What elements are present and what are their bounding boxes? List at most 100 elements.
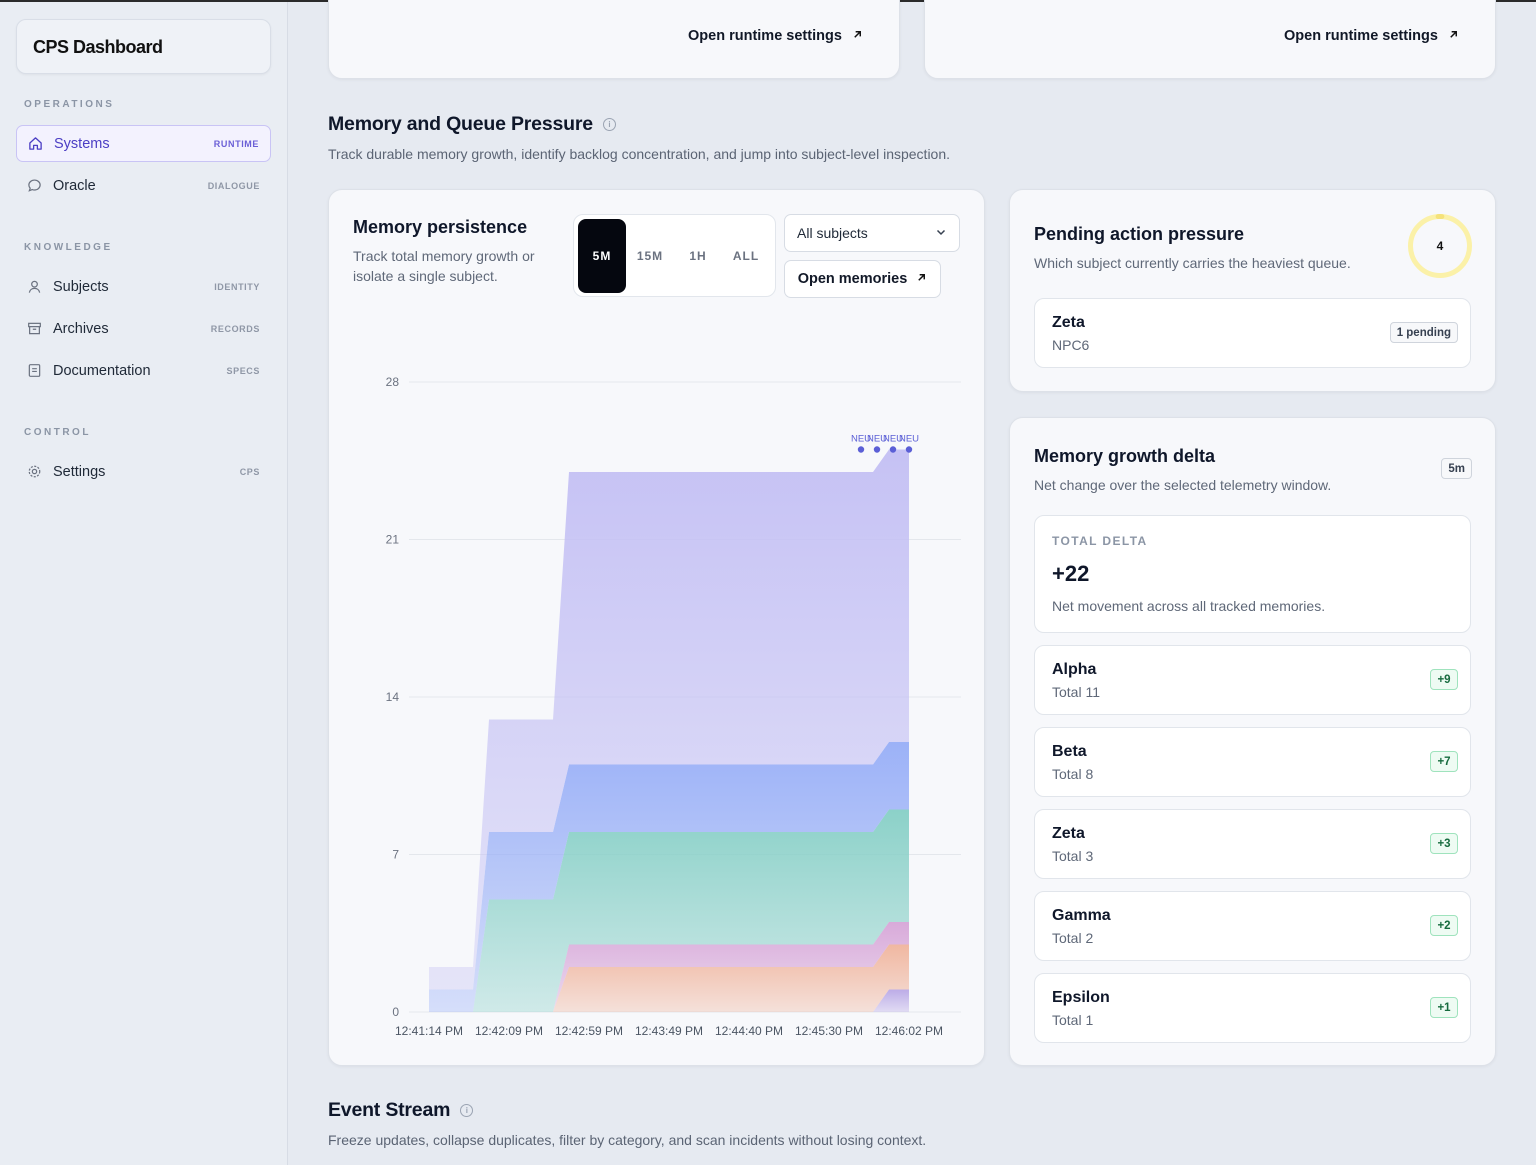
x-tick-label: 12:42:59 PM <box>555 1024 623 1038</box>
subject-select[interactable]: All subjects <box>784 214 960 252</box>
open-memories-button[interactable]: Open memories <box>784 260 941 298</box>
chat-bubble-icon <box>26 178 42 194</box>
delta-badge: +1 <box>1430 997 1458 1018</box>
button-label: Open memories <box>797 271 908 287</box>
range-all-button[interactable]: ALL <box>732 248 760 263</box>
open-runtime-settings-link[interactable]: Open runtime settings <box>688 28 863 44</box>
delta-row[interactable]: Beta Total 8 +7 <box>1034 727 1471 797</box>
link-label: Open runtime settings <box>688 28 842 44</box>
x-tick-label: 12:42:09 PM <box>475 1024 543 1038</box>
card-subtitle: Track total memory growth or isolate a s… <box>353 248 535 284</box>
sidebar-item-settings[interactable]: Settings CPS <box>16 453 271 490</box>
subject-name: Zeta <box>1052 314 1085 331</box>
delta-badge: +7 <box>1430 751 1458 772</box>
info-icon[interactable]: i <box>460 1104 474 1117</box>
section-subtitle: Freeze updates, collapse duplicates, fil… <box>328 1132 927 1148</box>
subject-id: NPC6 <box>1052 337 1090 353</box>
x-tick-label: 12:41:14 PM <box>395 1024 463 1038</box>
section-title-text: Memory and Queue Pressure <box>328 113 593 135</box>
pending-subject-row[interactable]: Zeta NPC6 1 pending <box>1034 298 1471 368</box>
runtime-card-left: Open runtime settings <box>328 0 900 79</box>
card-title: Pending action pressure <box>1034 224 1245 244</box>
section-subtitle: Track durable memory growth, identify ba… <box>328 146 951 162</box>
area-series <box>429 742 909 1012</box>
delta-row[interactable]: Zeta Total 3 +3 <box>1034 809 1471 879</box>
total-delta-label: TOTAL DELTA <box>1052 534 1148 548</box>
pending-action-card: Pending action pressure Which subject cu… <box>1009 189 1496 392</box>
sidebar-item-tag: SPECS <box>226 365 260 376</box>
sidebar-item-documentation[interactable]: Documentation SPECS <box>16 352 271 389</box>
total-delta-value: +22 <box>1052 561 1090 586</box>
sidebar-item-archives[interactable]: Archives RECORDS <box>16 310 271 347</box>
range-1h-button[interactable]: 1H <box>689 248 707 263</box>
link-label: Open runtime settings <box>1284 28 1438 44</box>
delta-badge: +3 <box>1430 833 1458 854</box>
external-link-icon <box>1448 28 1459 44</box>
home-icon <box>27 136 43 152</box>
sidebar-item-label: Oracle <box>53 177 96 194</box>
external-link-icon <box>852 28 863 44</box>
info-icon[interactable]: i <box>602 118 616 131</box>
area-series <box>429 944 909 1012</box>
delta-row[interactable]: Gamma Total 2 +2 <box>1034 891 1471 961</box>
subject-name: Epsilon <box>1052 989 1110 1006</box>
x-tick-label: 12:44:40 PM <box>715 1024 783 1038</box>
sidebar-item-subjects[interactable]: Subjects IDENTITY <box>16 268 271 305</box>
chart-point[interactable] <box>889 446 897 453</box>
sidebar-item-tag: DIALOGUE <box>207 180 260 191</box>
section-title-memory-queue: Memory and Queue Pressure i <box>328 113 616 136</box>
y-tick-label: 7 <box>392 848 399 862</box>
point-label: NEU <box>851 434 871 445</box>
subject-total: Total 11 <box>1052 684 1100 700</box>
brand-title[interactable]: CPS Dashboard <box>16 19 271 74</box>
sidebar-item-systems[interactable]: Systems RUNTIME <box>16 125 271 162</box>
time-range-toggle: 5M 15M 1H ALL <box>573 214 776 297</box>
card-subtitle: Which subject currently carries the heav… <box>1034 255 1351 271</box>
gear-icon <box>26 464 42 480</box>
x-tick-label: 12:46:02 PM <box>875 1024 943 1038</box>
sidebar-item-label: Systems <box>54 135 110 152</box>
subject-total: Total 8 <box>1052 766 1094 782</box>
x-tick-label: 12:45:30 PM <box>795 1024 863 1038</box>
range-15m-button[interactable]: 15M <box>636 248 664 263</box>
total-delta-desc: Net movement across all tracked memories… <box>1052 598 1326 614</box>
total-delta-box: TOTAL DELTA +22 Net movement across all … <box>1034 515 1471 633</box>
window-badge: 5m <box>1441 458 1472 479</box>
delta-row[interactable]: Alpha Total 11 +9 <box>1034 645 1471 715</box>
pending-badge: 1 pending <box>1389 322 1458 343</box>
subject-total: Total 2 <box>1052 930 1094 946</box>
chart-point[interactable] <box>873 446 881 453</box>
sidebar-item-label: Subjects <box>53 278 109 295</box>
section-label-control: CONTROL <box>24 427 91 438</box>
ring-value: 4 <box>1437 239 1444 253</box>
archive-icon <box>26 321 42 337</box>
memory-persistence-card: Memory persistence Track total memory gr… <box>328 189 985 1066</box>
sidebar-item-label: Archives <box>53 320 109 337</box>
section-label-knowledge: KNOWLEDGE <box>24 242 113 253</box>
pending-ring-gauge: 4 <box>1408 214 1472 278</box>
point-label: NEU <box>883 434 903 445</box>
range-5m-button[interactable]: 5M <box>578 218 626 293</box>
subject-total: Total 3 <box>1052 848 1094 864</box>
memory-delta-card: Memory growth delta Net change over the … <box>1009 417 1496 1066</box>
chart-point[interactable] <box>857 446 865 453</box>
sidebar-item-oracle[interactable]: Oracle DIALOGUE <box>16 167 271 204</box>
y-tick-label: 28 <box>386 375 400 389</box>
point-label: NEU <box>899 434 919 445</box>
section-label-operations: OPERATIONS <box>24 99 115 110</box>
delta-badge: +9 <box>1430 669 1458 690</box>
y-tick-label: 21 <box>386 533 400 547</box>
y-tick-label: 0 <box>392 1005 399 1019</box>
x-tick-label: 12:43:49 PM <box>635 1024 703 1038</box>
delta-row[interactable]: Epsilon Total 1 +1 <box>1034 973 1471 1043</box>
y-tick-label: 14 <box>386 690 400 704</box>
sidebar-item-tag: IDENTITY <box>214 281 260 292</box>
card-title: Memory growth delta <box>1034 446 1216 466</box>
chevron-down-icon <box>935 225 947 241</box>
point-label: NEU <box>867 434 887 445</box>
open-runtime-settings-link[interactable]: Open runtime settings <box>1284 28 1459 44</box>
external-link-icon <box>916 271 927 287</box>
chart-point[interactable] <box>905 446 913 453</box>
main-content: Open runtime settings Open runtime setti… <box>289 0 1536 1165</box>
